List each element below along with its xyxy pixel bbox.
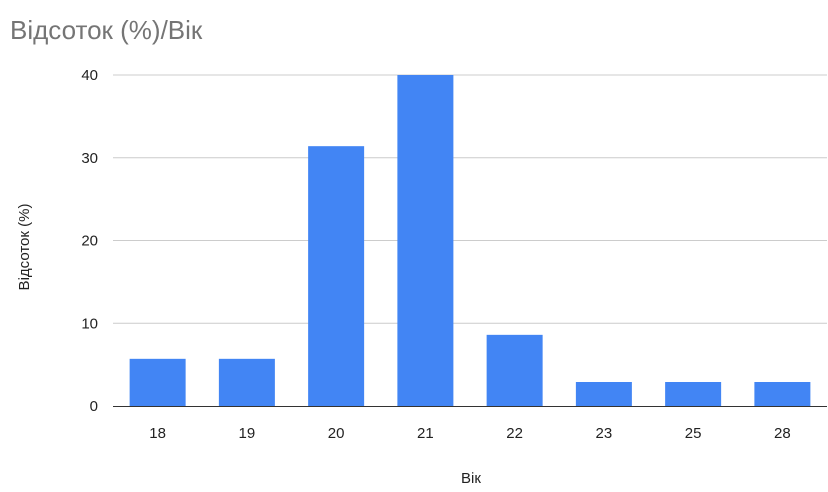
bar-21 xyxy=(397,75,454,406)
x-tick-label: 20 xyxy=(328,425,345,442)
x-tick-label: 21 xyxy=(417,425,434,442)
x-tick-label: 18 xyxy=(149,425,166,442)
x-axis-title: Вік xyxy=(461,470,481,487)
bar-19 xyxy=(218,358,275,406)
bars xyxy=(129,75,811,407)
bar-25 xyxy=(665,382,722,406)
y-tick-label: 0 xyxy=(90,398,98,415)
x-tick-labels: 18 19 20 21 22 23 25 28 xyxy=(149,425,790,442)
bar-20 xyxy=(308,146,365,407)
y-tick-label: 30 xyxy=(81,150,98,167)
y-tick-labels: 0 10 20 30 40 xyxy=(81,67,98,415)
y-tick-label: 40 xyxy=(81,67,98,84)
bar-23 xyxy=(575,382,632,406)
y-axis-title: Відсоток (%) xyxy=(16,204,33,291)
bar-22 xyxy=(486,334,543,406)
x-tick-label: 19 xyxy=(239,425,256,442)
x-tick-label: 22 xyxy=(506,425,523,442)
y-tick-label: 10 xyxy=(81,315,98,332)
chart-title: Відсоток (%)/Вік xyxy=(10,15,203,45)
gridlines xyxy=(113,74,827,324)
bar-28 xyxy=(754,382,811,406)
x-tick-label: 23 xyxy=(596,425,613,442)
x-tick-label: 28 xyxy=(774,425,791,442)
bar-18 xyxy=(129,358,186,406)
y-tick-label: 20 xyxy=(81,233,98,250)
x-tick-label: 25 xyxy=(685,425,702,442)
